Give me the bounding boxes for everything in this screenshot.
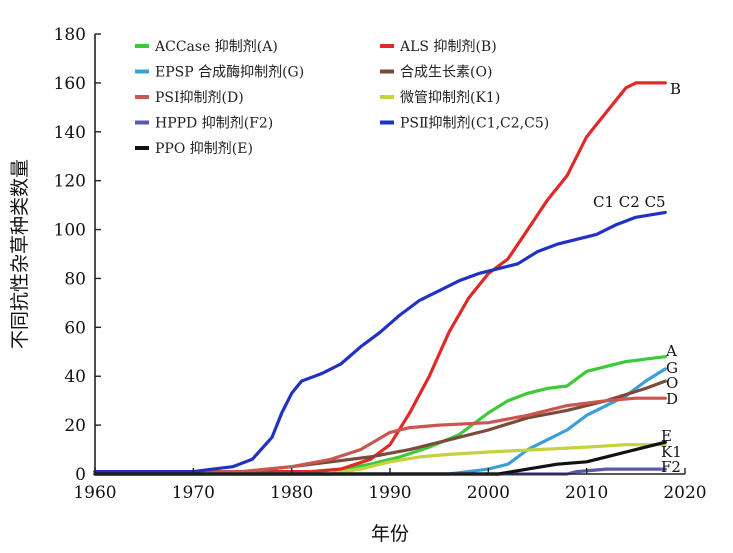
y-tick-label: 100 — [54, 221, 86, 241]
x-tick-label: 2010 — [565, 483, 608, 503]
legend-entry: PSⅠ抑制剂(D) — [155, 90, 244, 106]
end-label-a: A — [665, 342, 677, 360]
x-tick-label: 2000 — [467, 483, 510, 503]
series-line-k1 — [93, 443, 667, 476]
y-axis-title: 不同抗性杂草种类数量 — [9, 159, 31, 349]
legend-entry: 合成生长素(O) — [400, 65, 492, 81]
legend-entry: PPO 抑制剂(E) — [155, 141, 253, 157]
legend-entry: ACCase 抑制剂(A) — [154, 39, 278, 55]
y-tick-label: 160 — [54, 74, 86, 94]
end-label-b: B — [670, 80, 681, 98]
y-tick-label: 20 — [64, 416, 86, 436]
end-label-d: D — [666, 390, 678, 408]
y-ticks: 0 20 40 60 80 100 120 140 160 180 — [54, 25, 101, 485]
x-tick-label: 1960 — [73, 483, 116, 503]
y-tick-label: 0 — [75, 465, 86, 485]
legend-entry: HPPD 抑制剂(F2) — [155, 116, 273, 132]
y-tick-label: 40 — [64, 367, 86, 387]
y-tick-label: 120 — [54, 172, 86, 192]
legend-entry: PSⅡ抑制剂(C1,C2,C5) — [400, 116, 549, 132]
series-line-a — [93, 355, 667, 474]
legend: ACCase 抑制剂(A) ALS 抑制剂(B) EPSP 合成酶抑制剂(G) 合成生… — [135, 39, 549, 157]
series-line-b — [93, 81, 667, 474]
y-tick-label: 180 — [54, 25, 86, 45]
series-line-e — [93, 440, 667, 476]
end-label-e: E — [661, 427, 672, 445]
end-label-o: O — [666, 374, 678, 392]
end-label-f2: F2 — [661, 458, 681, 476]
series-line-c1-c2-c5 — [93, 210, 667, 474]
x-ticks: 1960 1970 1980 1990 2000 2010 2020 — [73, 468, 707, 503]
legend-entry: EPSP 合成酶抑制剂(G) — [155, 65, 304, 81]
legend-entry: ALS 抑制剂(B) — [399, 39, 497, 55]
end-label-c1-c2-c5: C1 C2 C5 — [593, 193, 666, 211]
y-tick-label: 80 — [64, 269, 86, 289]
y-tick-label: 60 — [64, 318, 86, 338]
end-label-g: G — [666, 359, 678, 377]
y-tick-label: 140 — [54, 123, 86, 143]
x-tick-label: 1980 — [270, 483, 313, 503]
x-tick-label: 1970 — [172, 483, 215, 503]
x-tick-label: 2020 — [663, 483, 706, 503]
legend-entry: 微管抑制剂(K1) — [400, 90, 500, 106]
x-tick-label: 1990 — [368, 483, 411, 503]
series-line-d — [93, 396, 667, 474]
x-axis-title: 年份 — [371, 523, 409, 545]
end-label-k1: K1 — [661, 443, 682, 461]
series-layer — [93, 81, 667, 476]
